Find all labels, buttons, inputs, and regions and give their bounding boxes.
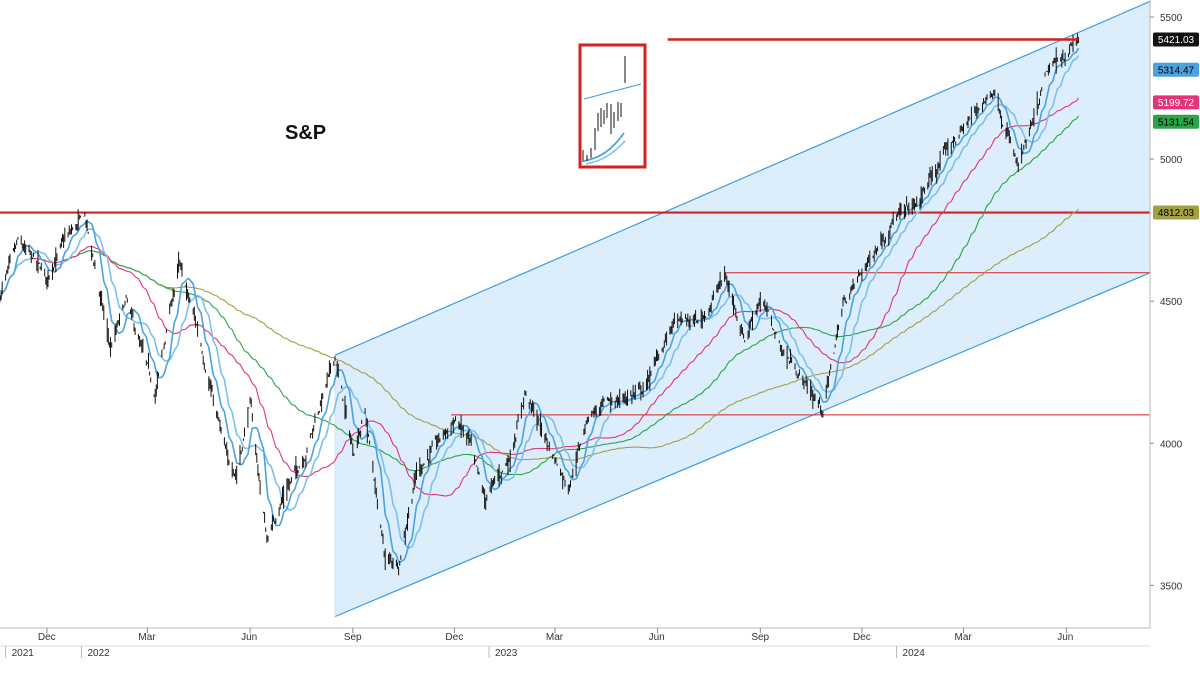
inset-channel-line [583,83,642,100]
price-badge-label: 5131.54 [1158,117,1195,128]
inset-ma-line [583,132,625,162]
price-badge [1153,95,1199,110]
y-tick-label: 4500 [1160,297,1183,308]
ma-100-line [62,115,1079,476]
year-tick-label: 2024 [903,648,926,659]
price-badge-label: 5199.72 [1158,98,1195,109]
support-resistance-lines [0,211,1150,416]
year-tick-label: 2023 [495,648,518,659]
x-tick-label: Jun [241,632,257,643]
price-bars [0,33,1079,576]
x-tick-label: Dec [445,632,463,643]
channel-upper-line [334,0,1151,356]
x-tick-label: Jun [649,632,665,643]
x-tick-label: Dec [853,632,871,643]
price-badge [1153,32,1199,47]
channel-lower-line [334,272,1151,618]
price-badges: 5421.03 5314.47 5199.72 5131.54 4812.03 [1153,32,1199,220]
ma-20-line [0,55,1080,549]
chart-title: S&P [285,122,326,144]
zoom-inset [578,38,1079,169]
axes: 3500 4000 4500 5000 5500 Dec Mar Jun Sep Dec Mar Ju… [0,0,1183,659]
y-tick-label: 3500 [1160,581,1183,592]
ma-10-line [0,47,1080,563]
x-tick-label: Dec [38,632,56,643]
inset-box [578,43,647,169]
price-badge-label: 5314.47 [1158,65,1195,76]
x-tick-label: Jun [1057,632,1073,643]
price-badge-label: 4812.03 [1158,208,1195,219]
x-tick-label: Mar [546,632,564,643]
y-tick-label: 4000 [1160,439,1183,450]
price-badge [1153,62,1199,77]
price-badge [1153,114,1199,129]
x-tick-label: Sep [344,632,362,643]
moving-averages [0,47,1080,563]
y-tick-label: 5500 [1160,13,1183,24]
price-badge-label: 5421.03 [1158,35,1195,46]
x-tick-label: Sep [751,632,769,643]
price-badge [1153,205,1199,220]
x-tick-label: Mar [138,632,156,643]
year-tick-label: 2022 [88,648,111,659]
inset-ma-line-2 [585,140,626,165]
x-tick-label: Mar [955,632,973,643]
y-tick-label: 5000 [1160,155,1183,166]
year-tick-label: 2021 [12,648,35,659]
